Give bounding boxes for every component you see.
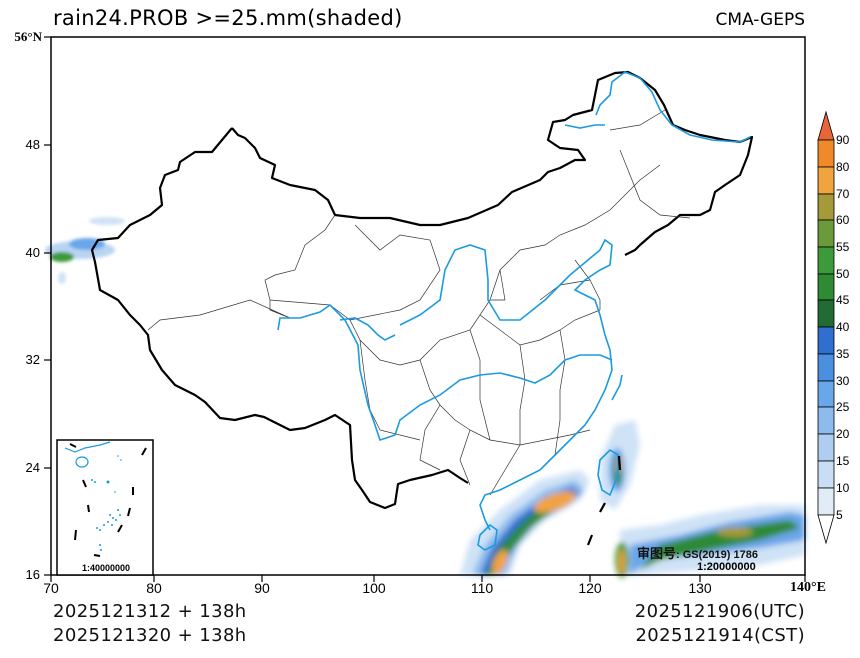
x-label-80: 80 xyxy=(146,580,162,596)
x-label-70: 70 xyxy=(43,580,59,596)
colorbar-label-35: 35 xyxy=(836,347,850,361)
x-ticks xyxy=(50,575,806,582)
x-label-120: 120 xyxy=(578,580,602,596)
colorbar-label-45: 45 xyxy=(836,293,850,307)
colorbar-label-80: 80 xyxy=(836,160,850,174)
x-label-140: 140°E xyxy=(790,580,826,595)
valid-time-utc: 2025121906(UTC) xyxy=(634,601,805,622)
colorbar-label-5: 5 xyxy=(836,508,843,522)
map-approval-number: 审图号: GS(2019) 1786 xyxy=(637,543,758,562)
province-borders xyxy=(147,109,691,496)
colorbar-label-10: 10 xyxy=(836,481,850,495)
x-label-90: 90 xyxy=(254,580,270,596)
y-label-16: 16 xyxy=(25,567,40,582)
colorbar-label-20: 20 xyxy=(836,427,850,441)
main-map-scale: 1:20000000 xyxy=(697,561,756,573)
national-border xyxy=(231,70,754,256)
rivers-coast xyxy=(277,71,751,551)
colorbar-label-70: 70 xyxy=(836,187,850,201)
x-label-130: 130 xyxy=(688,580,712,596)
inset-map xyxy=(56,439,154,576)
colorbar-label-55: 55 xyxy=(836,240,850,254)
y-ticks xyxy=(44,36,51,576)
colorbar-label-15: 15 xyxy=(836,454,850,468)
valid-time-cst: 2025121914(CST) xyxy=(635,625,805,646)
maritime-dashes xyxy=(586,455,622,546)
colorbar-label-50: 50 xyxy=(836,267,850,281)
approval-label: 审图号 xyxy=(637,547,677,562)
y-label-40: 40 xyxy=(25,245,40,260)
approval-code: : GS(2019) 1786 xyxy=(676,549,758,561)
x-label-100: 100 xyxy=(362,580,386,596)
colorbar xyxy=(817,110,835,545)
x-label-110: 110 xyxy=(470,580,494,596)
y-label-48: 48 xyxy=(25,137,40,152)
y-label-24: 24 xyxy=(25,460,40,475)
init-time-utc: 2025121312 + 138h xyxy=(53,601,247,622)
colorbar-label-40: 40 xyxy=(836,320,850,334)
init-time-cst: 2025121320 + 138h xyxy=(53,625,247,646)
colorbar-label-25: 25 xyxy=(836,400,850,414)
precip-shading xyxy=(45,217,805,578)
colorbar-label-60: 60 xyxy=(836,213,850,227)
national-border-west xyxy=(90,127,469,510)
y-label-32: 32 xyxy=(25,352,40,367)
model-source: CMA-GEPS xyxy=(715,10,805,30)
y-label-56: 56°N xyxy=(14,29,42,44)
map-title: rain24.PROB >=25.mm(shaded) xyxy=(53,6,403,30)
inset-map-scale: 1:40000000 xyxy=(82,563,131,573)
colorbar-label-30: 30 xyxy=(836,374,850,388)
colorbar-label-90: 90 xyxy=(836,133,850,147)
plot-frame xyxy=(50,36,806,576)
